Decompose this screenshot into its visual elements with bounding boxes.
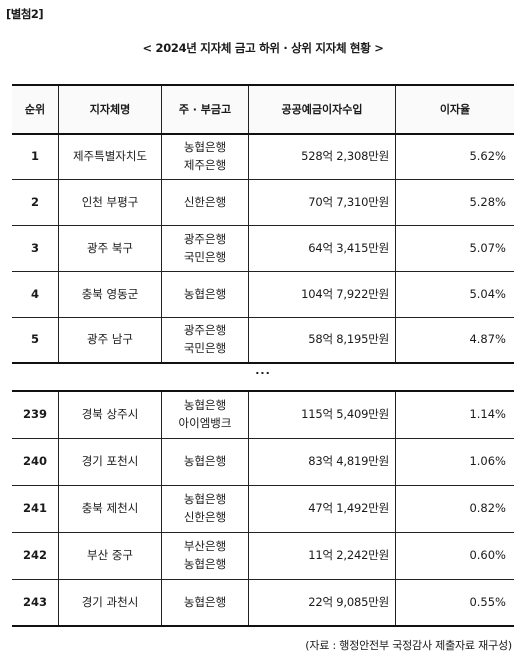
rate-cell: 5.04%	[469, 286, 506, 301]
banks-cell: 농협은행	[162, 580, 249, 625]
rank-cell: 5	[12, 318, 59, 362]
income-cell: 58억 8,195만원	[249, 318, 396, 362]
rate-cell: 1.06%	[469, 454, 506, 469]
table-row: 240 경기 포천시 농협은행 83억 4,819만원 1.06%	[12, 439, 514, 486]
bottom-group: 239 경북 상주시 농협은행 아이엠뱅크 115억 5,409만원 1.14%…	[12, 392, 514, 627]
bank-name: 농협은행	[183, 492, 227, 507]
table-row: 1 제주특별자치도 농협은행 제주은행 528억 2,308만원 5.62%	[12, 135, 514, 180]
header-rank: 순위	[12, 86, 59, 133]
bank-name: 광주은행	[183, 323, 227, 338]
header-name: 지자체명	[59, 86, 162, 133]
bank-name: 농협은행	[183, 140, 227, 155]
banks-cell: 부산은행 농협은행	[162, 533, 249, 579]
municipality-cell: 경기 과천시	[59, 580, 162, 625]
income-cell: 83억 4,819만원	[249, 439, 396, 485]
banks-cell: 광주은행 국민은행	[162, 318, 249, 362]
rate-cell: 4.87%	[469, 332, 506, 347]
rate-cell: 5.28%	[469, 194, 506, 209]
municipality-cell: 광주 북구	[59, 226, 162, 271]
table-row: 239 경북 상주시 농협은행 아이엠뱅크 115억 5,409만원 1.14%	[12, 392, 514, 439]
income-cell: 70억 7,310만원	[249, 180, 396, 225]
banks-cell: 농협은행 아이엠뱅크	[162, 392, 249, 438]
rank-cell: 242	[12, 533, 59, 579]
rank-cell: 243	[12, 580, 59, 625]
table-header: 순위 지자체명 주 · 부금고 공공예금이자수입 이자율	[12, 84, 514, 135]
header-banks: 주 · 부금고	[162, 86, 249, 133]
municipality-cell: 제주특별자치도	[59, 135, 162, 179]
banks-cell: 농협은행	[162, 439, 249, 485]
header-rate: 이자율	[439, 102, 471, 116]
municipality-cell: 충북 영동군	[59, 272, 162, 317]
banks-cell: 광주은행 국민은행	[162, 226, 249, 271]
table-row: 2 인천 부평구 신한은행 70억 7,310만원 5.28%	[12, 180, 514, 226]
table-row: 241 충북 제천시 농협은행 신한은행 47억 1,492만원 0.82%	[12, 486, 514, 533]
table-row: 3 광주 북구 광주은행 국민은행 64억 3,415만원 5.07%	[12, 226, 514, 272]
bank-name: 농협은행	[183, 594, 227, 609]
rate-cell: 1.14%	[469, 407, 506, 422]
rank-cell: 241	[12, 486, 59, 532]
bank-name: 신한은행	[183, 510, 227, 524]
municipality-cell: 광주 남구	[59, 318, 162, 362]
bank-name: 농협은행	[183, 398, 227, 413]
banks-cell: 농협은행 제주은행	[162, 135, 249, 179]
attachment-tag: [별첨2]	[6, 7, 44, 21]
income-cell: 64억 3,415만원	[249, 226, 396, 271]
bank-name: 농협은행	[183, 557, 227, 571]
top-group: 1 제주특별자치도 농협은행 제주은행 528억 2,308만원 5.62% 2…	[12, 135, 514, 364]
bank-name: 제주은행	[183, 158, 227, 172]
municipality-cell: 부산 중구	[59, 533, 162, 579]
bank-name: 농협은행	[183, 286, 227, 301]
bank-name: 아이엠뱅크	[178, 416, 232, 430]
rate-cell: 0.60%	[469, 548, 506, 563]
rate-cell: 5.07%	[469, 240, 506, 255]
rate-cell: 0.55%	[469, 594, 506, 609]
table-row: 5 광주 남구 광주은행 국민은행 58억 8,195만원 4.87%	[12, 318, 514, 364]
table-row: 4 충북 영동군 농협은행 104억 7,922만원 5.04%	[12, 272, 514, 318]
income-cell: 104억 7,922만원	[249, 272, 396, 317]
rank-cell: 2	[12, 180, 59, 225]
rank-cell: 4	[12, 272, 59, 317]
rate-cell: 0.82%	[469, 501, 506, 516]
table-title: < 2024년 지자체 금고 하위 · 상위 지자체 현황 >	[142, 41, 384, 55]
ranking-table: 순위 지자체명 주 · 부금고 공공예금이자수입 이자율 1 제주특별자치도 농…	[12, 84, 514, 627]
rank-cell: 239	[12, 392, 59, 438]
income-cell: 47억 1,492만원	[249, 486, 396, 532]
ellipsis-separator: ...	[12, 364, 514, 392]
header-income: 공공예금이자수입	[249, 86, 396, 133]
rank-cell: 3	[12, 226, 59, 271]
bank-name: 농협은행	[183, 454, 227, 469]
banks-cell: 농협은행	[162, 272, 249, 317]
municipality-cell: 경북 상주시	[59, 392, 162, 438]
income-cell: 115억 5,409만원	[249, 392, 396, 438]
municipality-cell: 충북 제천시	[59, 486, 162, 532]
bank-name: 국민은행	[183, 249, 227, 264]
bank-name: 신한은행	[183, 194, 227, 209]
bank-name: 부산은행	[183, 539, 227, 554]
table-row: 243 경기 과천시 농협은행 22억 9,085만원 0.55%	[12, 580, 514, 627]
bank-name: 국민은행	[183, 341, 227, 355]
income-cell: 528억 2,308만원	[249, 135, 396, 179]
banks-cell: 농협은행 신한은행	[162, 486, 249, 532]
bank-name: 광주은행	[183, 231, 227, 246]
banks-cell: 신한은행	[162, 180, 249, 225]
rank-cell: 1	[12, 135, 59, 179]
rank-cell: 240	[12, 439, 59, 485]
municipality-cell: 인천 부평구	[59, 180, 162, 225]
source-note: (자료 : 행정안전부 국정감사 제출자료 재구성)	[305, 639, 512, 652]
income-cell: 11억 2,242만원	[249, 533, 396, 579]
municipality-cell: 경기 포천시	[59, 439, 162, 485]
rate-cell: 5.62%	[469, 149, 506, 164]
table-row: 242 부산 중구 부산은행 농협은행 11억 2,242만원 0.60%	[12, 533, 514, 580]
income-cell: 22억 9,085만원	[249, 580, 396, 625]
